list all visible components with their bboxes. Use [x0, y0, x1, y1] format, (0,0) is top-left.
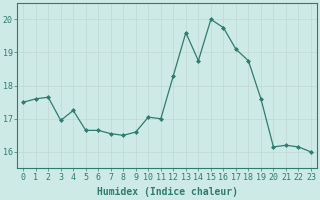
X-axis label: Humidex (Indice chaleur): Humidex (Indice chaleur) [97, 187, 237, 197]
